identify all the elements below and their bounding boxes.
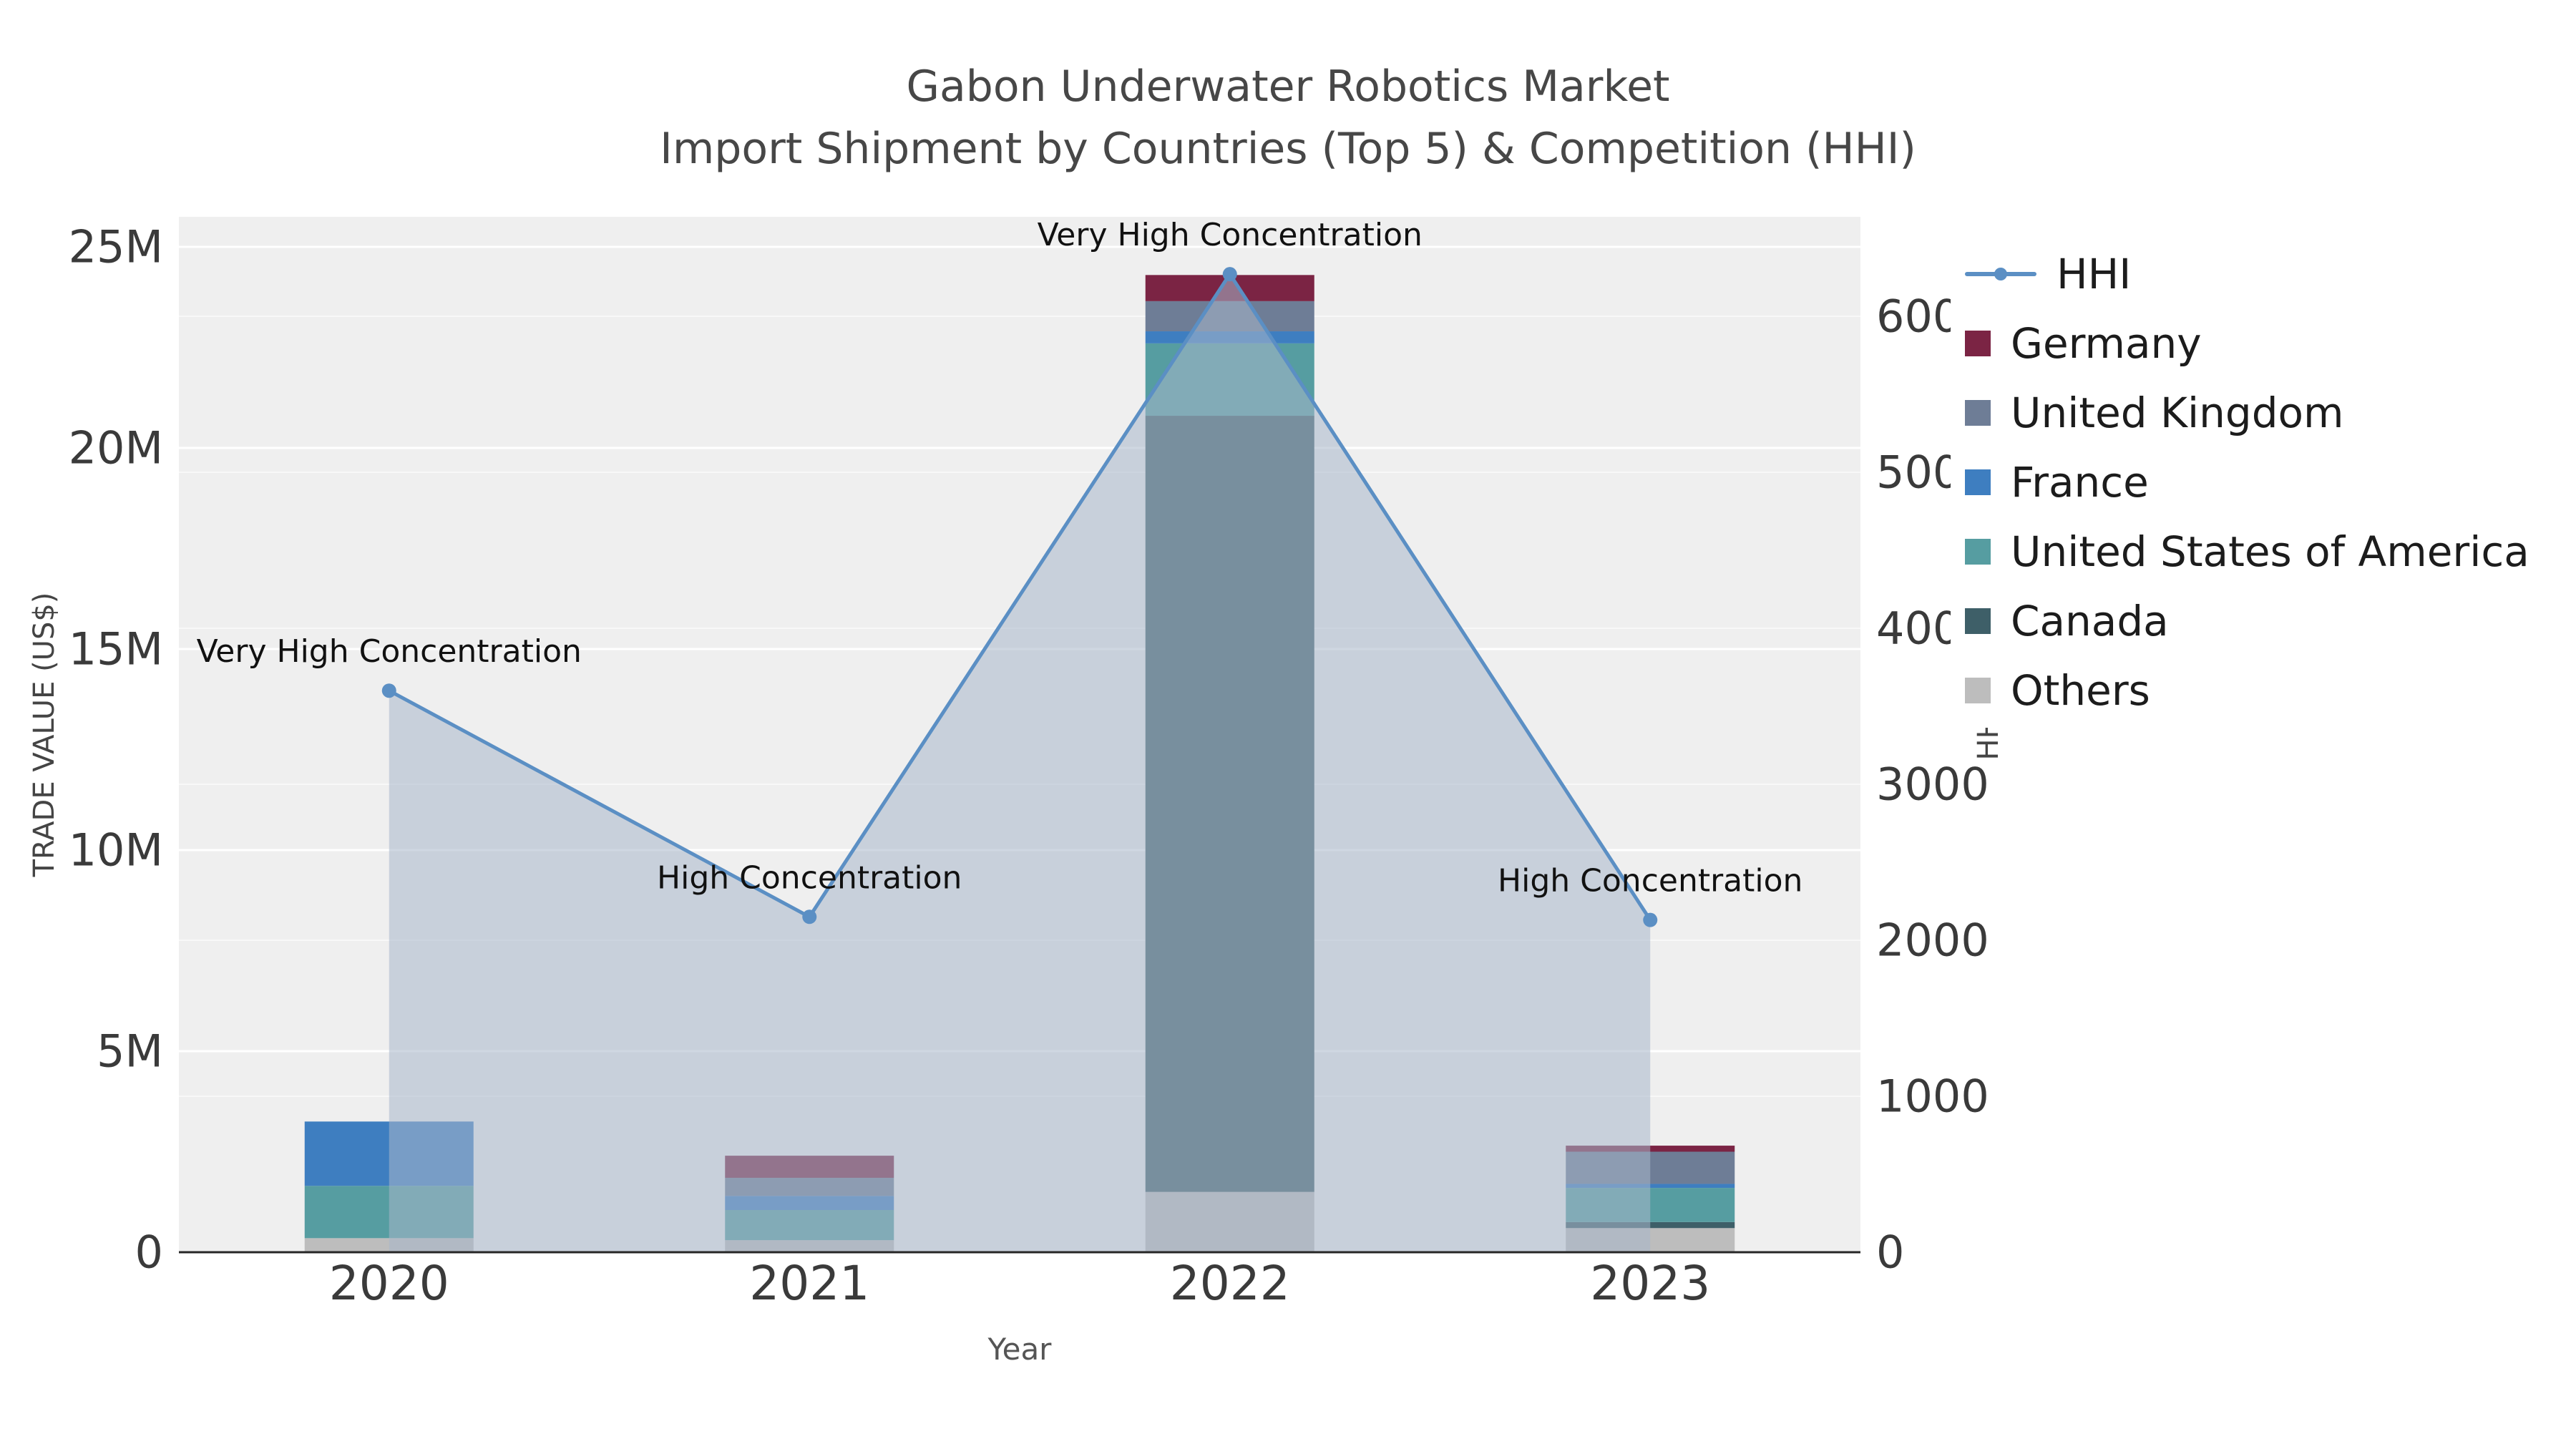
svg-text:10M: 10M	[69, 824, 163, 877]
legend-item-germany: Germany	[1965, 308, 2529, 378]
canada-swatch-icon	[1965, 608, 1991, 634]
legend-label-france: France	[2011, 457, 2149, 507]
svg-text:2021: 2021	[749, 1256, 869, 1311]
legend-label-germany: Germany	[2011, 318, 2202, 368]
svg-text:3000: 3000	[1876, 758, 1989, 811]
svg-text:TRADE VALUE (US$): TRADE VALUE (US$)	[28, 592, 61, 878]
svg-text:500: 500	[1876, 447, 1961, 499]
legend-label-hhi: HHI	[2057, 249, 2132, 298]
svg-text:High Concentration: High Concentration	[1498, 863, 1802, 899]
svg-text:0: 0	[1876, 1226, 1904, 1279]
others-swatch-icon	[1965, 677, 1991, 703]
hhi-dot-icon	[1994, 267, 2007, 280]
svg-text:2020: 2020	[329, 1256, 449, 1311]
svg-text:2000: 2000	[1876, 914, 1989, 967]
svg-text:High Concentration: High Concentration	[657, 859, 962, 896]
legend-label-united-kingdom: United Kingdom	[2011, 388, 2344, 437]
hhi-line-marker-icon	[1965, 267, 2036, 280]
svg-text:20M: 20M	[69, 422, 163, 474]
legend-label-canada: Canada	[2011, 596, 2169, 645]
legend-label-others: Others	[2011, 665, 2150, 715]
germany-swatch-icon	[1965, 330, 1991, 356]
svg-text:Very High Concentration: Very High Concentration	[197, 633, 582, 670]
svg-text:400: 400	[1876, 602, 1961, 655]
united-kingdom-swatch-icon	[1965, 399, 1991, 426]
svg-text:Very High Concentration: Very High Concentration	[1038, 217, 1423, 253]
svg-text:2023: 2023	[1590, 1256, 1710, 1311]
svg-text:15M: 15M	[69, 623, 163, 675]
usa-swatch-icon	[1965, 538, 1991, 565]
france-swatch-icon	[1965, 469, 1991, 495]
svg-text:1000: 1000	[1876, 1070, 1989, 1123]
svg-text:25M: 25M	[69, 221, 163, 273]
legend-item-france: France	[1965, 447, 2529, 517]
svg-text:Year: Year	[987, 1332, 1053, 1367]
legend-item-others: Others	[1965, 655, 2529, 725]
svg-text:2022: 2022	[1170, 1256, 1290, 1311]
svg-text:5M: 5M	[97, 1025, 163, 1078]
legend-label-usa: United States of America	[2011, 527, 2529, 576]
svg-text:600: 600	[1876, 291, 1961, 343]
chart-title: Gabon Underwater Robotics Market	[906, 62, 1670, 112]
legend-item-hhi: HHI	[1965, 239, 2529, 308]
legend-item-canada: Canada	[1965, 586, 2529, 655]
legend-item-usa: United States of America	[1965, 517, 2529, 586]
legend-item-united-kingdom: United Kingdom	[1965, 378, 2529, 447]
svg-text:0: 0	[135, 1226, 163, 1279]
chart-subtitle: Import Shipment by Countries (Top 5) & C…	[660, 124, 1916, 174]
title-block: Gabon Underwater Robotics Market Import …	[0, 56, 2576, 180]
legend: HHI Germany United Kingdom France United…	[1951, 236, 2537, 728]
